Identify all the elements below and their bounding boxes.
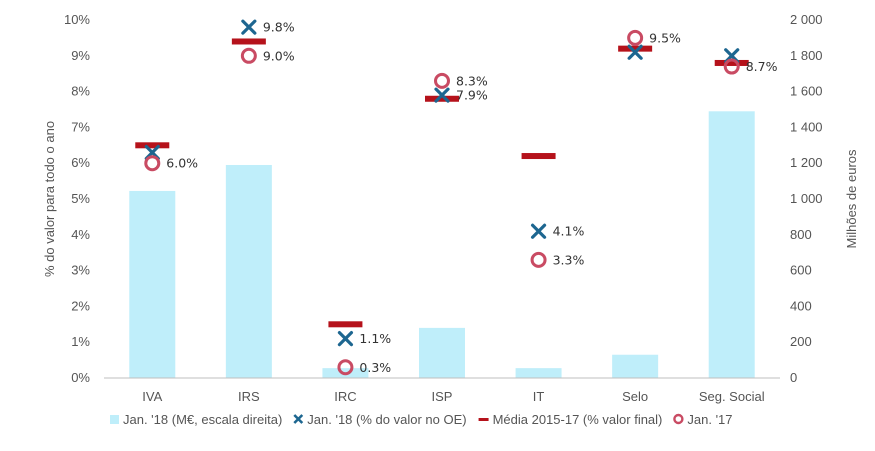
circle-marker (723, 58, 740, 75)
bar (708, 111, 755, 378)
x-marker (627, 44, 643, 60)
circle-data-label: 9.5% (649, 30, 681, 45)
y-tick-label: 4% (71, 227, 90, 242)
circle-data-label: 3.3% (553, 252, 585, 267)
x-marker-stroke (530, 223, 547, 239)
average-dash-marker (135, 142, 170, 149)
y2-tick-label: 1 200 (790, 155, 823, 170)
circle-data-label: 6.0% (166, 156, 198, 171)
legend-swatch-x-stroke (293, 414, 304, 424)
legend-label: Jan. '18 (% do valor no OE) (307, 412, 466, 427)
circle-data-label: 8.7% (746, 59, 778, 74)
legend-swatch-dash (478, 418, 489, 421)
circle-marker (240, 47, 257, 64)
x-tick-label: IVA (142, 389, 162, 404)
bar (612, 354, 659, 378)
x-data-label: 1.1% (359, 331, 391, 346)
bar (225, 164, 272, 378)
bars-layer (129, 111, 755, 378)
x-marker (241, 19, 257, 35)
circle-marker (337, 359, 354, 376)
x-data-label: 7.9% (456, 88, 488, 103)
labels-layer: 9.8% 1.1% 7.9% 4.1% 6.0% 9.0% 0.3% 8.3% 3.3% 9.5%… (166, 20, 777, 375)
y-tick-label: 1% (71, 334, 90, 349)
circle-marker (144, 155, 161, 172)
y2-tick-label: 1 800 (790, 48, 823, 63)
bar (129, 190, 176, 378)
x-tick-label: IRC (334, 389, 356, 404)
y2-axis-title: Milhões de euros (844, 149, 859, 248)
y-tick-label: 0% (71, 370, 90, 385)
legend-label: Jan. '18 (M€, escala direita) (123, 412, 282, 427)
x-tick-label: Seg. Social (699, 389, 765, 404)
circle-data-label: 8.3% (456, 73, 488, 88)
average-dash-marker (425, 95, 459, 102)
y2-tick-label: 0 (790, 370, 797, 385)
x-marker (530, 223, 547, 239)
average-dash-marker (618, 45, 653, 52)
bar (419, 327, 465, 378)
y2-tick-label: 200 (790, 334, 812, 349)
y2-tick-label: 400 (790, 298, 812, 313)
y2-tick-label: 1 400 (790, 119, 823, 134)
legend: Jan. '18 (M€, escala direita) Jan. '18 (%… (110, 412, 733, 427)
legend-swatch-circle (673, 413, 684, 425)
average-dash-marker (714, 59, 749, 66)
circle-marker (434, 72, 450, 89)
average-dash-marker (521, 153, 556, 160)
x-tick-label: ISP (432, 389, 453, 404)
axes-layer: 0% 1% 2% 3% 4% 5% 6% 7% 8% 9% 10% 0 200 400 600 800 1 00… (64, 12, 823, 404)
x-data-label: 9.8% (263, 20, 295, 35)
x-marker (337, 331, 354, 347)
y-tick-label: 5% (71, 191, 90, 206)
y-tick-label: 9% (71, 48, 90, 63)
circle-marker (530, 251, 547, 268)
average-dash-marker (328, 321, 363, 328)
legend-swatch-bar (110, 415, 119, 424)
markers-layer (135, 19, 749, 376)
y-axis-title: % do valor para todo o ano (42, 121, 57, 277)
y2-tick-label: 1 000 (790, 191, 823, 206)
y2-tick-label: 1 600 (790, 84, 823, 99)
x-tick-label: IRS (238, 389, 260, 404)
circle-data-label: 0.3% (359, 360, 391, 375)
y-tick-label: 3% (71, 263, 90, 278)
bar (515, 368, 562, 378)
x-marker-stroke (337, 331, 354, 347)
x-data-label: 4.1% (553, 224, 585, 239)
y-tick-label: 10% (64, 12, 90, 27)
x-marker (434, 87, 450, 103)
y2-tick-label: 600 (790, 263, 812, 278)
circle-marker (627, 29, 644, 46)
legend-label: Jan. '17 (687, 412, 732, 427)
x-marker-stroke (627, 44, 643, 60)
circle-data-label: 9.0% (263, 48, 295, 63)
average-dash-marker (231, 38, 266, 45)
legend-label: Média 2015-17 (% valor final) (493, 412, 663, 427)
y-tick-label: 8% (71, 84, 90, 99)
x-marker-stroke (434, 87, 450, 103)
y-tick-label: 6% (71, 155, 90, 170)
y-tick-label: 7% (71, 119, 90, 134)
legend-swatch-x (293, 414, 304, 424)
x-tick-label: IT (533, 389, 545, 404)
x-marker-stroke (241, 19, 257, 35)
x-tick-label: Selo (622, 389, 648, 404)
y2-tick-label: 2 000 (790, 12, 823, 27)
y-tick-label: 2% (71, 298, 90, 313)
y2-tick-label: 800 (790, 227, 812, 242)
